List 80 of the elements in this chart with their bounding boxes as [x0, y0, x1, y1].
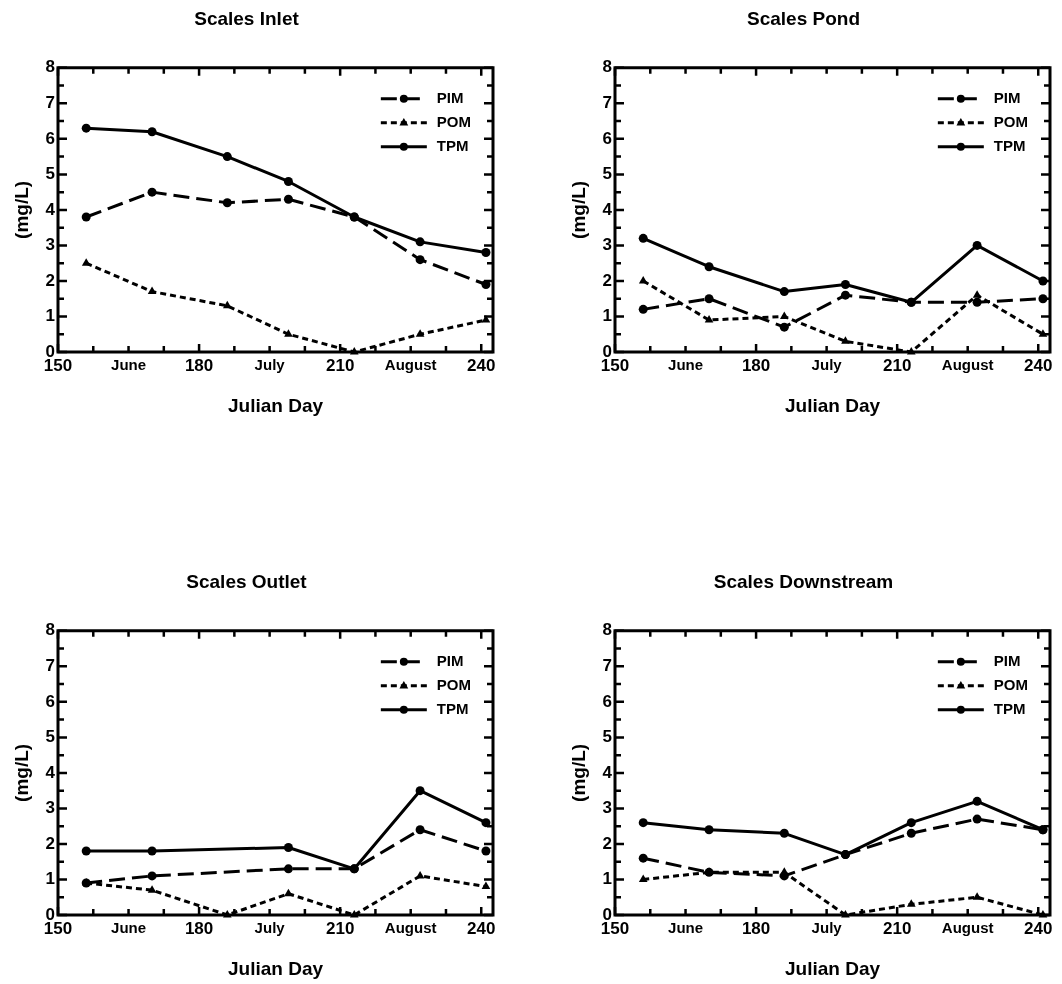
y-tick-label: 3 [45, 235, 55, 255]
y-tick-label: 8 [45, 620, 55, 640]
y-tick-label: 4 [45, 199, 56, 219]
x-tick-label: 180 [741, 355, 771, 375]
x-tick-label: 180 [741, 918, 771, 938]
y-tick-label: 8 [602, 620, 612, 640]
x-tick-label: July [254, 356, 286, 374]
x-axis-title: Julian Day [784, 394, 881, 416]
chart-title: Scales Downstream [713, 570, 894, 592]
x-tick-label: 240 [467, 355, 496, 375]
y-axis-title: (mg/L) [567, 180, 589, 239]
x-tick-label: July [811, 919, 843, 937]
x-tick-label: August [941, 356, 994, 374]
x-axis-title: Julian Day [784, 957, 881, 979]
y-tick-label: 5 [602, 164, 612, 184]
y-tick-label: 1 [45, 306, 55, 326]
x-tick-label: August [384, 356, 437, 374]
x-tick-label: July [811, 356, 843, 374]
y-tick-label: 4 [602, 199, 613, 219]
x-tick-label: 210 [325, 918, 355, 938]
legend-label: PIM [436, 651, 464, 669]
legend-label: POM [436, 112, 471, 130]
y-tick-label: 5 [602, 727, 612, 747]
y-tick-label: 7 [45, 93, 55, 113]
legend-label: POM [993, 112, 1028, 130]
x-tick-label: June [111, 356, 147, 374]
legend-label: PIM [993, 651, 1021, 669]
legend-label: PIM [436, 88, 464, 106]
y-axis-title: (mg/L) [10, 180, 32, 239]
chart-title: Scales Pond [747, 7, 860, 29]
legend-label: TPM [436, 136, 469, 154]
x-tick-label: June [668, 919, 704, 937]
y-tick-label: 6 [45, 691, 55, 711]
x-tick-label: June [668, 356, 704, 374]
x-tick-label: 180 [184, 355, 214, 375]
y-tick-label: 2 [45, 270, 55, 290]
chart-title: Scales Outlet [186, 570, 308, 592]
y-tick-label: 3 [602, 798, 612, 818]
legend-label: POM [436, 675, 471, 693]
x-axis-title: Julian Day [227, 957, 324, 979]
x-tick-label: June [111, 919, 147, 937]
y-tick-label: 5 [45, 727, 55, 747]
y-tick-label: 1 [602, 869, 612, 889]
y-tick-label: 3 [602, 235, 612, 255]
x-tick-label: 210 [325, 355, 355, 375]
x-tick-label: July [254, 919, 286, 937]
x-tick-label: August [384, 919, 437, 937]
x-axis-title: Julian Day [227, 394, 324, 416]
y-tick-label: 8 [45, 57, 55, 77]
x-tick-label: 240 [467, 918, 496, 938]
legend-label: POM [993, 675, 1028, 693]
y-tick-label: 7 [602, 93, 612, 113]
legend-label: TPM [993, 136, 1026, 154]
x-tick-label: 180 [184, 918, 214, 938]
y-tick-label: 4 [45, 762, 56, 782]
x-tick-label: 240 [1024, 918, 1053, 938]
y-tick-label: 7 [602, 656, 612, 676]
y-tick-label: 7 [45, 656, 55, 676]
y-axis-title: (mg/L) [10, 743, 32, 802]
y-tick-label: 8 [602, 57, 612, 77]
legend-label: TPM [993, 699, 1026, 717]
y-tick-label: 5 [45, 164, 55, 184]
chart-title: Scales Inlet [194, 7, 300, 29]
y-tick-label: 6 [45, 128, 55, 148]
y-tick-label: 1 [45, 869, 55, 889]
y-tick-label: 2 [602, 270, 612, 290]
y-tick-label: 4 [602, 762, 613, 782]
y-tick-label: 6 [602, 128, 612, 148]
legend-label: TPM [436, 699, 469, 717]
legend-label: PIM [993, 88, 1021, 106]
y-axis-title: (mg/L) [567, 743, 589, 802]
x-tick-label: 240 [1024, 355, 1053, 375]
x-tick-label: 210 [882, 355, 912, 375]
y-tick-label: 2 [45, 833, 55, 853]
y-tick-label: 1 [602, 306, 612, 326]
x-tick-label: August [941, 919, 994, 937]
y-tick-label: 3 [45, 798, 55, 818]
x-tick-label: 210 [882, 918, 912, 938]
y-tick-label: 2 [602, 833, 612, 853]
y-tick-label: 6 [602, 691, 612, 711]
